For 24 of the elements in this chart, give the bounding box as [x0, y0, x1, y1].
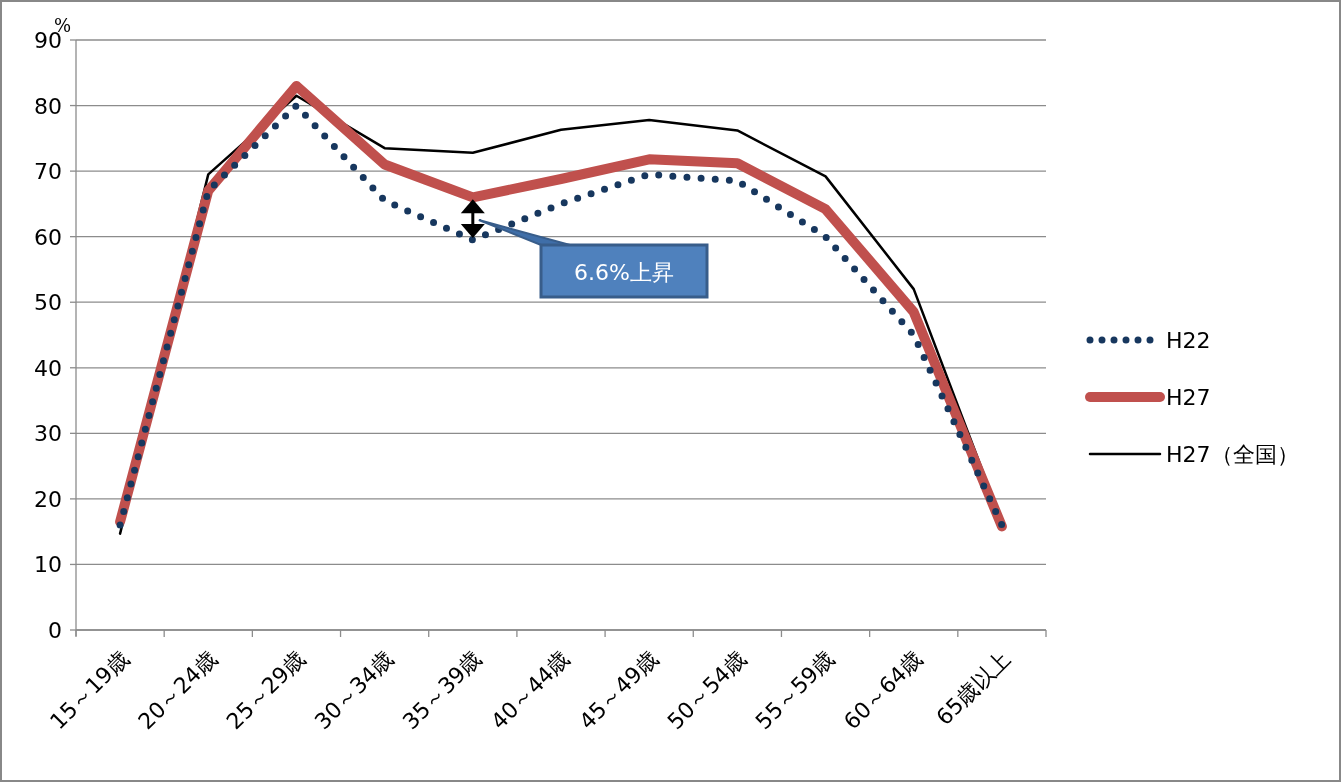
legend-label: H27（全国） — [1166, 442, 1299, 467]
annotation: 6.6%上昇 — [574, 260, 674, 285]
y-tick-label: 80 — [34, 93, 62, 119]
x-tick-label: 15～19歳 — [45, 645, 134, 735]
x-tick-label: 30～34歳 — [309, 645, 399, 735]
y-tick-label: 70 — [34, 159, 62, 185]
x-tick-label: 40～44歳 — [486, 645, 575, 735]
x-tick-label: 45～49歳 — [574, 645, 663, 735]
y-tick-label: 20 — [34, 486, 62, 512]
x-tick-label: 60～64歳 — [838, 645, 928, 735]
y-tick-label: 50 — [34, 290, 62, 316]
x-tick-label: 25～29歳 — [221, 645, 310, 735]
x-tick-label: 65歳以上 — [931, 645, 1016, 730]
x-tick-label: 55～59歳 — [750, 645, 840, 735]
legend-label: H27 — [1166, 385, 1211, 410]
y-tick-label: 10 — [34, 552, 62, 578]
x-tick-label: 20～24歳 — [133, 645, 222, 735]
x-tick-label: 35～39歳 — [397, 645, 487, 735]
y-tick-label: 30 — [34, 421, 62, 447]
y-tick-label: 60 — [34, 224, 62, 250]
legend-label: H22 — [1166, 328, 1211, 353]
x-tick-label: 50～54歳 — [662, 645, 751, 735]
y-tick-label: 0 — [48, 618, 62, 643]
y-tick-label: 40 — [34, 355, 62, 381]
